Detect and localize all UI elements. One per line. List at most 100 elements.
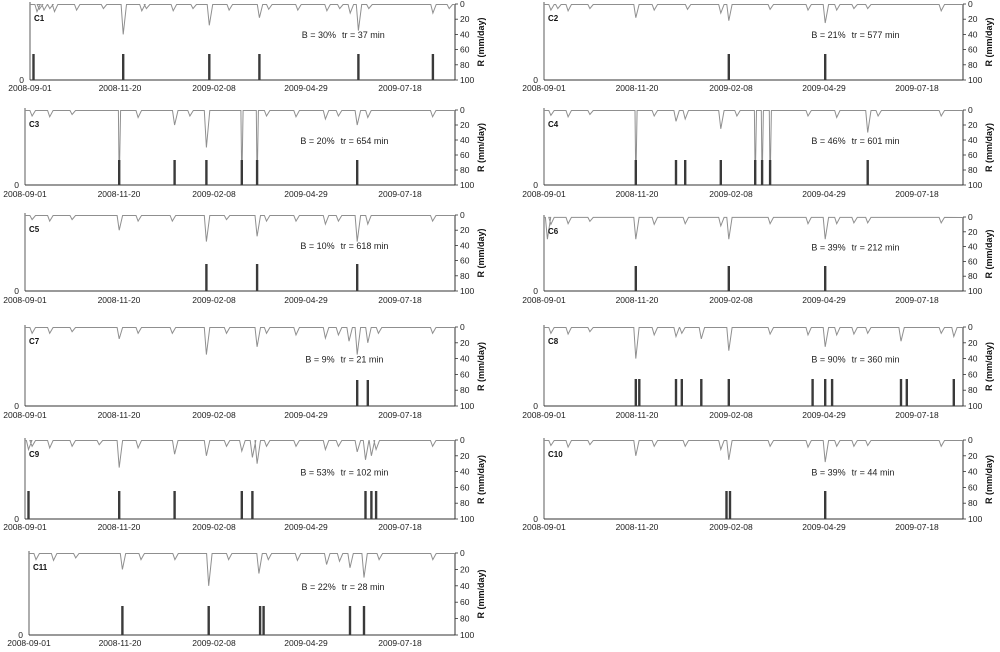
event-bar [348,606,352,635]
y-tick-label: 0 [460,435,465,445]
event-bar [118,160,121,185]
event-bar [680,379,683,406]
x-tick-label: 2009-04-29 [802,83,846,93]
rain-series-line [543,439,964,463]
y-tick-label: 0 [968,0,973,9]
event-bar [255,160,259,185]
event-bar [173,160,176,185]
left-zero-label: 0 [14,514,19,524]
b-value-label: B = 46% [811,136,845,146]
x-tick-label: 2009-04-29 [284,522,328,532]
y-axis-title: R (mm/day) [984,455,994,504]
x-tick-label: 2009-04-29 [284,295,328,305]
y-tick-label: 20 [968,338,978,348]
event-bar [674,379,678,406]
panel-id-label: C11 [33,563,48,572]
event-bar [205,264,208,291]
y-tick-label: 100 [968,514,982,524]
tr-value-label: tr = 21 min [341,355,384,365]
y-tick-label: 100 [460,180,474,190]
y-axis-title: R (mm/day) [984,229,994,278]
panel-id-label: C9 [29,450,40,459]
event-bar [121,606,124,635]
rain-series-line [24,109,456,186]
b-value-label: B = 39% [811,242,845,252]
event-bar [208,54,211,80]
panel-id-label: C6 [548,227,559,236]
y-tick-label: 40 [460,29,470,39]
y-tick-label: 60 [460,597,470,607]
b-value-label: B = 90% [811,355,845,365]
tr-value-label: tr = 44 min [852,468,895,478]
panel-id-label: C10 [548,450,563,459]
event-bar [866,160,869,185]
y-tick-label: 20 [968,120,978,130]
event-bar [258,606,262,635]
event-bar [374,491,378,519]
y-tick-label: 100 [968,286,982,296]
x-tick-label: 2008-09-01 [3,295,47,305]
chart-panel-c11: 0 20 40 60 80 100 R (mm/day) 0 C11 B = 22% tr = 28… [7,548,486,648]
y-tick-label: 0 [968,212,973,222]
tr-value-label: tr = 654 min [341,136,389,146]
x-tick-label: 2008-11-20 [98,522,141,532]
y-tick-label: 40 [460,467,470,477]
y-tick-label: 80 [968,165,978,175]
x-tick-label: 2008-09-01 [522,295,566,305]
x-tick-label: 2009-04-29 [802,522,846,532]
event-bar [952,379,955,406]
rain-series-line [543,216,964,240]
b-value-label: B = 30% [302,30,336,40]
event-bar [362,606,366,635]
panel-id-label: C4 [548,120,559,129]
y-axis-title: R (mm/day) [984,123,994,172]
x-tick-label: 2009-07-18 [895,522,939,532]
event-bar [118,491,121,519]
x-tick-label: 2008-09-01 [522,189,566,199]
y-tick-label: 0 [968,105,973,115]
y-tick-label: 20 [968,14,978,24]
x-tick-label: 2009-02-08 [192,638,236,648]
rain-series-line [543,326,964,359]
event-bar [356,264,359,291]
event-bar [240,491,243,519]
y-tick-label: 100 [460,630,474,640]
x-tick-label: 2009-07-18 [378,638,422,648]
y-tick-label: 40 [968,29,978,39]
b-value-label: B = 22% [301,582,335,592]
b-value-label: B = 9% [305,355,334,365]
event-bar [638,379,641,406]
x-tick-label: 2009-04-29 [802,189,846,199]
event-bar [205,160,208,185]
b-value-label: B = 39% [811,468,845,478]
y-tick-label: 80 [460,498,470,508]
x-tick-label: 2009-04-29 [284,410,328,420]
x-tick-label: 2009-02-08 [709,83,753,93]
x-tick-label: 2008-09-01 [7,638,51,648]
y-tick-label: 20 [460,120,470,130]
rain-series-line [28,552,456,586]
x-tick-label: 2008-11-20 [99,638,142,648]
y-tick-label: 60 [968,150,978,160]
event-bar [727,266,730,291]
event-bar [824,54,827,80]
event-bar [768,160,772,185]
event-bar [356,380,359,406]
b-value-label: B = 53% [300,468,334,478]
left-zero-label: 0 [14,180,19,190]
y-axis-title: R (mm/day) [476,455,486,504]
x-tick-label: 2008-11-20 [616,189,659,199]
event-bar [728,491,732,519]
y-tick-label: 100 [460,75,474,85]
x-tick-label: 2009-07-18 [895,295,939,305]
event-bar [356,160,359,185]
y-tick-label: 20 [460,338,470,348]
y-tick-label: 0 [460,322,465,332]
event-bar [811,379,814,406]
left-zero-label: 0 [533,180,538,190]
y-tick-label: 80 [460,60,470,70]
event-bar [366,380,369,406]
left-zero-label: 0 [19,75,24,85]
x-tick-label: 2009-02-08 [709,189,753,199]
